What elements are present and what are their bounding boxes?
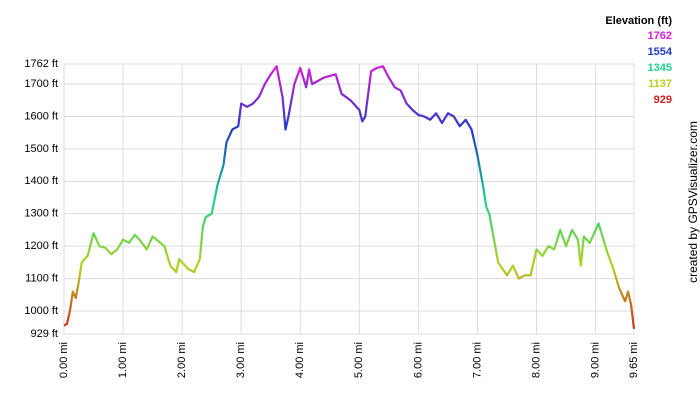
legend-value: 929 — [654, 94, 672, 106]
plot-area — [63, 63, 635, 335]
credit: created by GPSVisualizer.com — [686, 121, 700, 283]
x-tick-label: 0.00 mi — [58, 342, 70, 378]
legend-value: 1554 — [648, 46, 673, 58]
y-tick-label: 929 ft — [30, 328, 58, 340]
y-tick-label: 1500 ft — [24, 143, 58, 155]
y-tick-label: 1000 ft — [24, 305, 58, 317]
y-tick-label: 1400 ft — [24, 175, 58, 187]
x-tick-label: 5.00 mi — [353, 342, 365, 378]
x-tick-label: 9.00 mi — [590, 342, 602, 378]
x-tick-label: 8.00 mi — [530, 342, 542, 378]
legend-value: 1137 — [648, 78, 672, 90]
elevation-line — [63, 65, 636, 329]
x-tick-label: 3.00 mi — [235, 342, 247, 378]
x-tick-label: 9.65 mi — [628, 342, 640, 378]
y-tick-label: 1700 ft — [24, 78, 58, 90]
x-tick-label: 2.00 mi — [176, 342, 188, 378]
y-tick-label: 1300 ft — [24, 208, 58, 220]
x-tick-label: 6.00 mi — [412, 342, 424, 378]
y-tick-label: 1762 ft — [24, 58, 58, 70]
legend-title: Elevation (ft) — [605, 15, 672, 27]
y-tick-label: 1100 ft — [25, 272, 58, 284]
y-tick-label: 1200 ft — [24, 240, 58, 252]
x-tick-label: 4.00 mi — [294, 342, 306, 378]
x-tick-label: 1.00 mi — [117, 342, 129, 378]
legend-value: 1345 — [648, 62, 672, 74]
x-tick-label: 7.00 mi — [471, 342, 483, 378]
legend-value: 1762 — [648, 30, 672, 42]
y-tick-label: 1600 ft — [24, 110, 58, 122]
